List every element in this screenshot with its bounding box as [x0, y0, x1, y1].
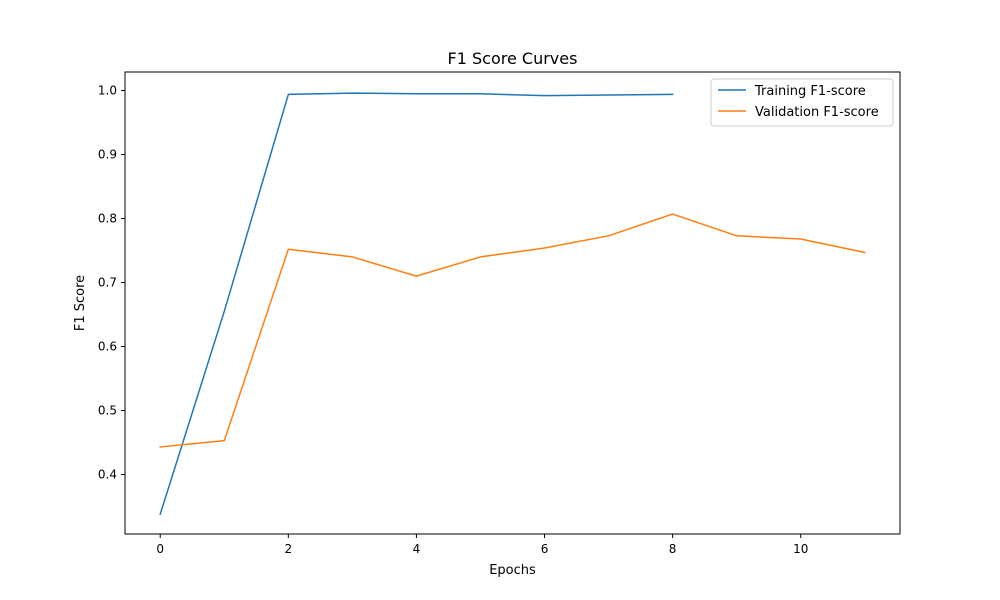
y-tick-label: 0.6	[98, 340, 117, 354]
x-tick-label: 2	[285, 542, 293, 556]
legend-box	[710, 78, 894, 127]
y-axis-ticks: 0.4 0.5 0.6 0.7 0.8 0.9 1.0	[98, 84, 125, 481]
x-tick-label: 10	[793, 542, 808, 556]
plot-lines	[159, 92, 866, 516]
legend-label-training: Training F1-score	[754, 84, 866, 99]
legend-label-validation: Validation F1-score	[755, 105, 879, 120]
validation-f1-line	[159, 213, 866, 448]
y-tick-label: 0.5	[98, 404, 117, 418]
y-axis-label: F1 Score	[73, 275, 88, 331]
x-tick-label: 6	[541, 542, 549, 556]
y-tick-label: 0.8	[98, 212, 117, 226]
x-tick-label: 0	[156, 542, 164, 556]
x-tick-label: 4	[413, 542, 421, 556]
y-tick-label: 1.0	[98, 84, 117, 98]
legend: Training F1-score Validation F1-score	[710, 78, 894, 127]
y-tick-label: 0.9	[98, 148, 117, 162]
training-f1-line	[159, 92, 674, 516]
chart-title: F1 Score Curves	[448, 49, 578, 68]
x-axis-ticks: 0 2 4 6 8 10	[156, 534, 808, 556]
x-tick-label: 8	[669, 542, 677, 556]
plot-frame	[124, 71, 901, 535]
x-axis-label: Epochs	[489, 563, 536, 578]
y-tick-label: 0.7	[98, 276, 117, 290]
y-tick-label: 0.4	[98, 467, 117, 481]
